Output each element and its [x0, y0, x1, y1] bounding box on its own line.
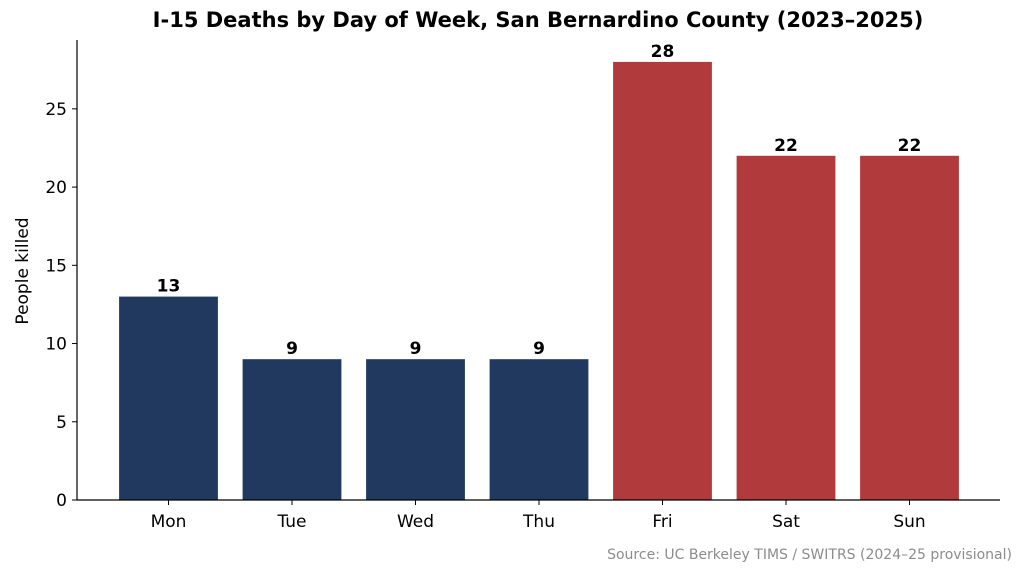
x-tick-label: Sat [772, 512, 800, 532]
y-tick-label: 15 [45, 256, 67, 276]
value-label-mon: 13 [157, 277, 181, 297]
y-axis: 0 5 10 15 20 25 [45, 40, 78, 511]
value-label-thu: 9 [533, 339, 545, 359]
value-label-tue: 9 [286, 339, 298, 359]
x-tick-label: Sun [893, 512, 925, 532]
y-tick-label: 0 [56, 491, 67, 511]
y-tick-label: 10 [45, 335, 67, 355]
y-tick-label: 5 [56, 413, 67, 433]
source-note: Source: UC Berkeley TIMS / SWITRS (2024–… [607, 547, 1012, 563]
y-axis-label: People killed [13, 217, 33, 324]
x-tick-label: Tue [276, 512, 306, 532]
value-label-sat: 22 [774, 136, 798, 156]
x-axis: Mon Tue Wed Thu Fri Sat Sun [77, 499, 1000, 532]
value-labels-group: 13 9 9 9 28 22 22 [157, 42, 922, 359]
y-tick-label: 20 [45, 178, 67, 198]
x-tick-label: Thu [522, 512, 555, 532]
bar-wed [366, 359, 465, 500]
bar-thu [489, 359, 589, 500]
y-tick-label: 25 [45, 100, 67, 120]
x-tick-label: Mon [151, 512, 187, 532]
x-tick-label: Wed [397, 512, 434, 532]
chart-title: I-15 Deaths by Day of Week, San Bernardi… [152, 8, 924, 32]
x-tick-label: Fri [652, 512, 672, 532]
bar-mon [119, 296, 218, 500]
bar-tue [242, 359, 342, 500]
bar-fri [613, 61, 712, 501]
value-label-sun: 22 [898, 136, 922, 156]
bars-group [119, 61, 959, 501]
bar-sun [860, 155, 959, 500]
bar-sat [736, 155, 836, 500]
value-label-fri: 28 [651, 42, 675, 62]
value-label-wed: 9 [410, 339, 422, 359]
